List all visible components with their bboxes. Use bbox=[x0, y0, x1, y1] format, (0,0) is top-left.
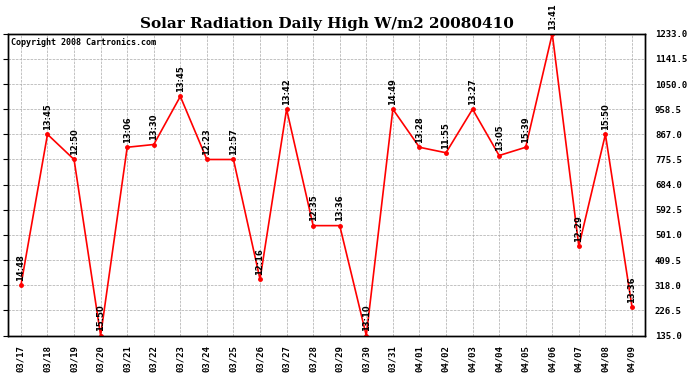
Title: Solar Radiation Daily High W/m2 20080410: Solar Radiation Daily High W/m2 20080410 bbox=[139, 17, 513, 31]
Text: 13:28: 13:28 bbox=[415, 117, 424, 143]
Text: 12:35: 12:35 bbox=[308, 195, 317, 222]
Text: 13:36: 13:36 bbox=[627, 276, 636, 303]
Text: 11:55: 11:55 bbox=[442, 122, 451, 148]
Text: 15:50: 15:50 bbox=[601, 104, 610, 130]
Text: 12:29: 12:29 bbox=[574, 215, 583, 242]
Text: Copyright 2008 Cartronics.com: Copyright 2008 Cartronics.com bbox=[11, 38, 156, 47]
Text: 13:41: 13:41 bbox=[548, 3, 557, 30]
Text: 13:27: 13:27 bbox=[468, 78, 477, 105]
Text: 13:30: 13:30 bbox=[149, 114, 158, 140]
Text: 12:23: 12:23 bbox=[202, 129, 211, 155]
Text: 15:50: 15:50 bbox=[96, 305, 105, 332]
Text: 13:45: 13:45 bbox=[43, 104, 52, 130]
Text: 14:49: 14:49 bbox=[388, 78, 397, 105]
Text: 12:57: 12:57 bbox=[229, 129, 238, 155]
Text: 12:16: 12:16 bbox=[255, 248, 264, 275]
Text: 13:10: 13:10 bbox=[362, 305, 371, 332]
Text: 13:42: 13:42 bbox=[282, 78, 291, 105]
Text: 15:39: 15:39 bbox=[521, 117, 530, 143]
Text: 13:36: 13:36 bbox=[335, 195, 344, 222]
Text: 13:05: 13:05 bbox=[495, 125, 504, 152]
Text: 13:06: 13:06 bbox=[123, 117, 132, 143]
Text: 12:50: 12:50 bbox=[70, 129, 79, 155]
Text: 14:48: 14:48 bbox=[17, 254, 26, 281]
Text: 13:45: 13:45 bbox=[176, 66, 185, 92]
